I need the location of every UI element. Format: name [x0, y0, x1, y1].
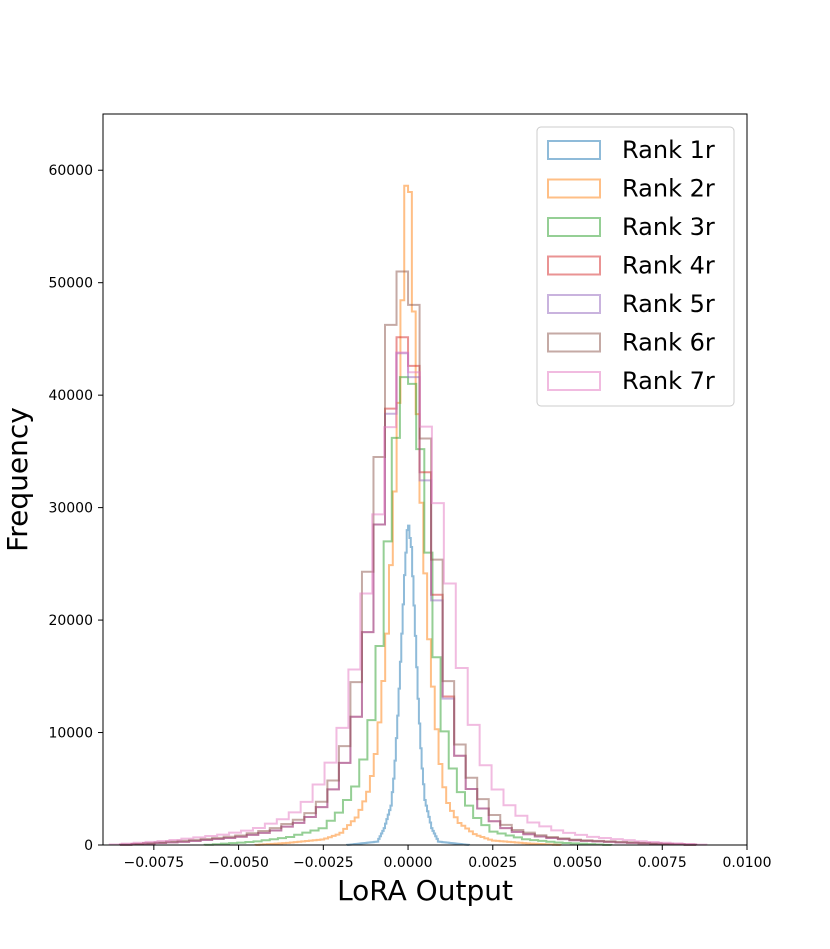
legend-label: Rank 1r [622, 136, 715, 164]
legend-label: Rank 6r [622, 329, 715, 357]
series-rank-3r [203, 376, 613, 846]
x-tick-label: 0.0025 [468, 855, 517, 871]
legend-label: Rank 3r [622, 213, 715, 241]
legend-label: Rank 7r [622, 367, 715, 395]
y-tick-label: 10000 [48, 726, 93, 742]
legend-label: Rank 5r [622, 290, 715, 318]
legend-swatch [547, 294, 601, 314]
legend-swatch [547, 332, 601, 353]
series-rank-5r [118, 352, 698, 846]
y-tick-label: 40000 [48, 388, 93, 404]
y-tick-label: 30000 [48, 501, 93, 517]
x-axis-label: LoRA Output [337, 874, 513, 907]
y-tick-label: 20000 [48, 613, 93, 629]
series-rank-7r [108, 351, 708, 846]
legend: Rank 1r Rank 2r Rank 3r Rank 4r Rank 5r Rank … [536, 126, 735, 407]
legend-label: Rank 4r [622, 252, 715, 280]
x-tick-label: 0.0000 [384, 855, 433, 871]
series-rank-2r [254, 184, 562, 846]
y-axis: 0 10000 20000 30000 40000 50000 60000 [48, 163, 103, 854]
x-tick-label: −0.0050 [208, 855, 269, 871]
series-rank-6r [118, 270, 698, 846]
legend-swatch [547, 178, 601, 199]
x-tick-label: 0.0100 [723, 855, 772, 871]
series-rank-1r [346, 524, 471, 846]
legend-label: Rank 2r [622, 175, 715, 203]
y-axis-label: Frequency [1, 407, 34, 552]
x-tick-label: 0.0050 [553, 855, 602, 871]
legend-swatch [547, 140, 601, 160]
series-rank-4r [118, 336, 698, 846]
x-tick-label: −0.0075 [123, 855, 184, 871]
legend-swatch [547, 255, 601, 276]
y-tick-label: 60000 [48, 163, 93, 179]
legend-swatch [547, 217, 601, 237]
legend-swatch [547, 371, 601, 391]
y-tick-label: 50000 [48, 276, 93, 292]
plot-frame [102, 113, 748, 846]
y-tick-label: 0 [84, 838, 93, 854]
x-tick-label: −0.0025 [293, 855, 354, 871]
x-tick-label: 0.0075 [638, 855, 687, 871]
x-axis: −0.0075 −0.0050 −0.0025 0.0000 0.0025 0.0050 0… [123, 845, 772, 871]
histogram-series-layer [108, 184, 708, 846]
